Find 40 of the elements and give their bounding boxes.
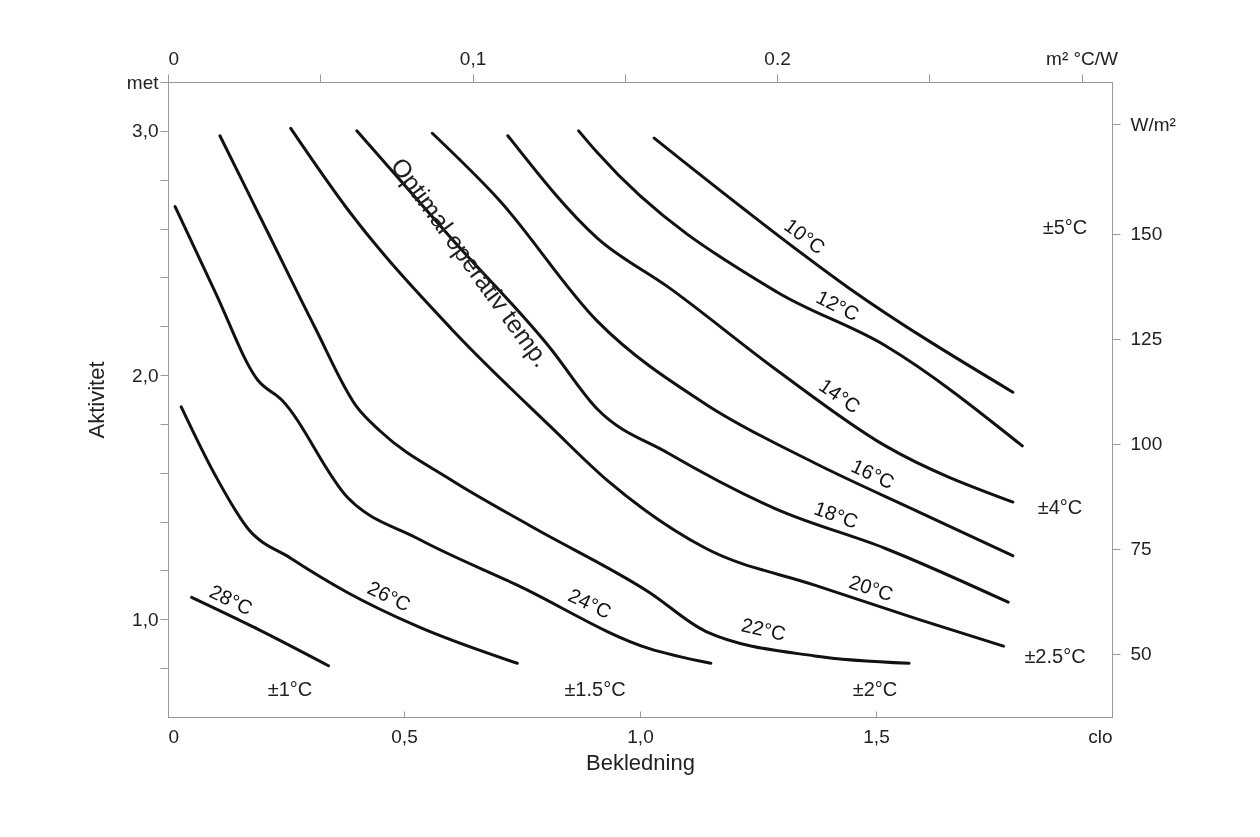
annotation: ±2.5°C — [1024, 645, 1086, 667]
y2-tick-label: W/m² — [1130, 113, 1176, 135]
x-tick-label: 1,0 — [627, 725, 654, 747]
line-series — [289, 126, 1005, 648]
text: 18°C — [811, 496, 861, 533]
y2-tick-label: 125 — [1130, 328, 1163, 350]
x-tick-label: clo — [1088, 725, 1113, 747]
y-tick-label: 1,0 — [132, 608, 159, 630]
y2-tick-label: 75 — [1130, 538, 1152, 560]
text: 10°C — [780, 213, 830, 259]
y2-tick-label: 150 — [1130, 223, 1163, 245]
y-tick-label: met — [126, 71, 160, 93]
annotation: ±5°C — [1042, 216, 1088, 238]
annotation: ±4°C — [1037, 496, 1083, 518]
text: 14°C — [815, 373, 865, 418]
y-tick-label: 2,0 — [132, 364, 159, 386]
x-axis-title: Bekledning — [586, 749, 695, 775]
annotation: ±1°C — [267, 678, 313, 700]
x2-tick-label: m² °C/W — [1046, 47, 1119, 69]
x2-tick-label: 0.2 — [764, 47, 791, 69]
x-tick-label: 0 — [168, 725, 180, 747]
line-series — [577, 129, 1024, 448]
x-tick-label: 1,5 — [863, 725, 890, 747]
text: 16°C — [848, 454, 898, 494]
y-axis-title: Aktivitet — [83, 361, 109, 439]
text: 22°C — [739, 613, 788, 645]
y2-tick-label: 50 — [1130, 643, 1152, 665]
annotation: ±2°C — [852, 678, 898, 700]
x2-tick-label: 0 — [168, 47, 180, 69]
text: 26°C — [364, 576, 415, 616]
x2-tick-label: 0,1 — [459, 47, 487, 69]
text: 12°C — [812, 285, 863, 326]
text: 28°C — [206, 580, 257, 620]
y2-tick-label: 100 — [1130, 433, 1163, 455]
text: 20°C — [846, 570, 896, 606]
annotation: ±1.5°C — [564, 678, 626, 700]
text: 24°C — [564, 583, 615, 623]
x-tick-label: 0,5 — [391, 725, 418, 747]
y-tick-label: 3,0 — [132, 120, 159, 142]
line-series — [179, 405, 519, 665]
